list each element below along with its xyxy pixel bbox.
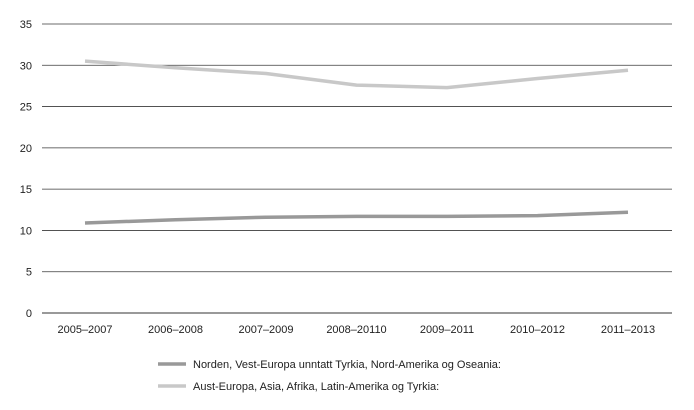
y-tick-label: 10	[20, 225, 32, 237]
y-tick-label: 35	[20, 19, 32, 31]
x-tick-label: 2005–2007	[57, 324, 112, 336]
gridlines	[42, 23, 672, 314]
y-tick-label: 15	[20, 184, 32, 196]
y-axis-tick-labels: 0 5 10 15 20 25 30 35	[20, 19, 32, 320]
y-tick-label: 25	[20, 102, 32, 114]
x-tick-label: 2008–20110	[326, 324, 386, 336]
y-tick-label: 0	[26, 308, 32, 320]
x-tick-label: 2006–2008	[148, 324, 203, 336]
y-tick-label: 5	[26, 267, 32, 279]
series-lines	[84, 59, 629, 225]
x-tick-label: 2009–2011	[420, 324, 474, 336]
x-tick-label: 2010–2012	[510, 324, 565, 336]
x-axis-tick-labels: 2005–2007 2006–2008 2007–2009 2008–20110 200…	[57, 324, 655, 336]
series-1-line	[84, 210, 629, 225]
series-2-line	[84, 59, 629, 90]
x-tick-label: 2011–2013	[601, 324, 655, 336]
y-tick-label: 30	[20, 60, 32, 72]
legend-label-series-2: Aust-Europa, Asia, Afrika, Latin-Amerika…	[193, 381, 439, 393]
x-tick-label: 2007–2009	[238, 324, 293, 336]
y-tick-label: 20	[20, 143, 32, 155]
legend-label-series-1: Norden, Vest-Europa unntatt Tyrkia, Nord…	[193, 359, 501, 371]
legend: Norden, Vest-Europa unntatt Tyrkia, Nord…	[158, 359, 501, 393]
